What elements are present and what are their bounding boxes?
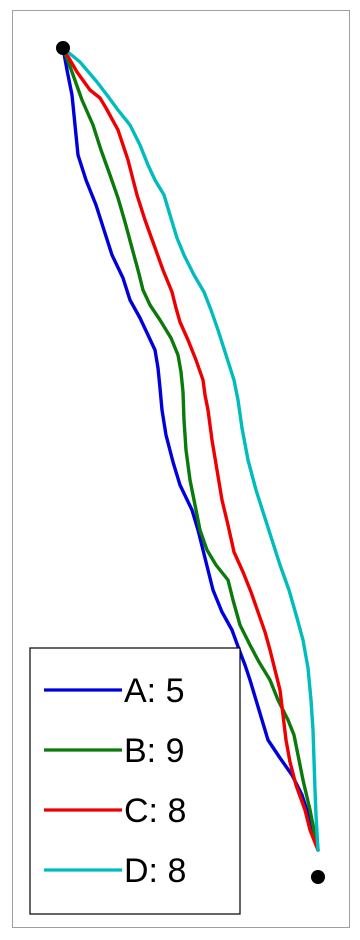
legend: A: 5 B: 9 C: 8 D: 8 [29,647,241,915]
route-line-b [61,46,320,852]
legend-label-a: A: 5 [124,672,184,710]
legend-label-c: C: 8 [124,792,186,830]
end-point-marker [311,870,325,884]
legend-label-b: B: 9 [124,732,184,770]
legend-label-d: D: 8 [124,852,186,890]
start-point-marker [56,41,70,55]
route-line-d [61,46,320,852]
route-line-a [61,46,320,852]
route-line-c [61,46,320,852]
